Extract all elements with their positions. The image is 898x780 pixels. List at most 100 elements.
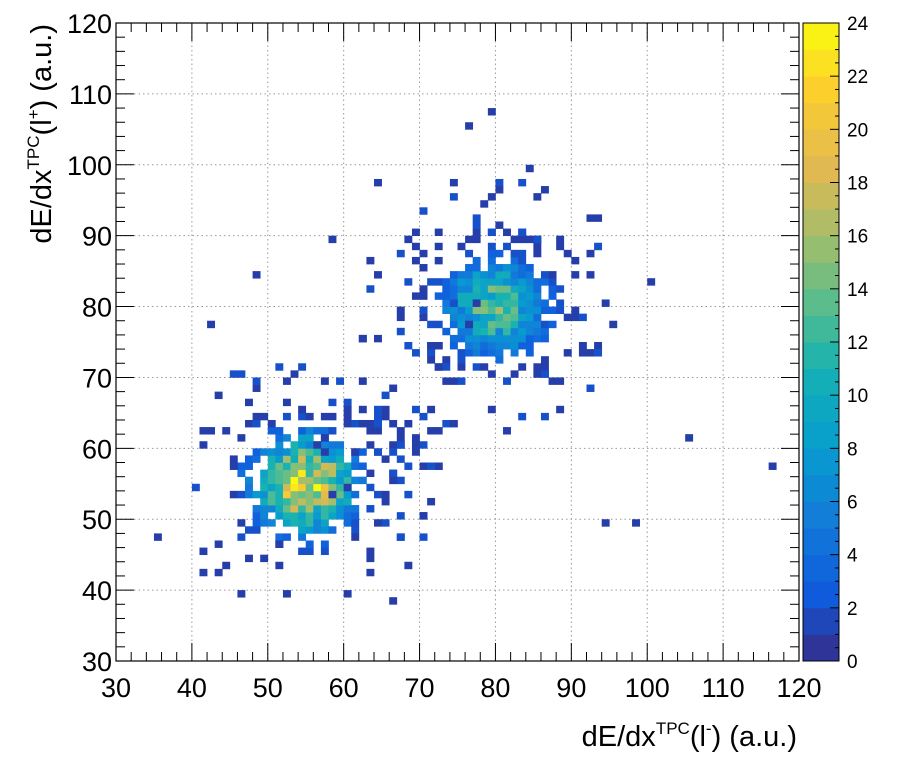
heatmap-cell (404, 490, 413, 499)
y-tick-label: 120 (67, 9, 112, 39)
heatmap-cell (419, 441, 428, 449)
heatmap-cell (305, 505, 314, 513)
heatmap-cell (487, 108, 496, 116)
heatmap-cell (518, 256, 527, 265)
heatmap-cell (480, 327, 489, 336)
heatmap-cell (487, 193, 496, 201)
heatmap-cell (434, 427, 443, 435)
heatmap-cell (457, 327, 466, 336)
heatmap-cell (328, 490, 337, 499)
heatmap-cell (578, 342, 587, 350)
heatmap-cell (343, 419, 352, 428)
heatmap-cell (320, 441, 329, 449)
heatmap-cell (374, 405, 382, 414)
heatmap-cell (313, 462, 322, 470)
heatmap-cell (533, 370, 542, 378)
heatmap-cell (419, 264, 428, 272)
heatmap-cell (298, 405, 307, 414)
heatmap-cell (351, 462, 360, 470)
heatmap-cell (449, 313, 458, 322)
heatmap-cell (396, 441, 405, 449)
heatmap-cell (518, 278, 527, 286)
heatmap-cell (548, 320, 557, 329)
heatmap-cell (449, 334, 458, 343)
heatmap-cell (442, 356, 451, 364)
heatmap-cell (419, 533, 428, 541)
heatmap-cell (480, 278, 489, 286)
heatmap-cell (472, 278, 481, 286)
color-scale-label: 8 (847, 439, 858, 460)
heatmap-cell (305, 455, 314, 463)
heatmap-cell (252, 526, 261, 534)
heatmap-cell (343, 412, 352, 421)
heatmap-cell (275, 490, 284, 499)
heatmap-cell (495, 327, 504, 336)
heatmap-cell (518, 412, 527, 421)
heatmap-cell (495, 178, 504, 187)
heatmap-cell (343, 476, 352, 485)
heatmap-cell (548, 292, 557, 300)
heatmap-cell (449, 193, 458, 201)
heatmap-cell (457, 349, 466, 357)
heatmap-cell (503, 242, 511, 251)
color-scale-label: 2 (847, 599, 858, 620)
heatmap-cell (586, 249, 595, 258)
heatmap-cell (298, 476, 307, 485)
heatmap-cell (556, 377, 565, 385)
heatmap-cell (229, 490, 238, 499)
heatmap-cell (320, 490, 329, 499)
heatmap-cell (540, 334, 549, 343)
color-scale-band (803, 102, 839, 130)
heatmap-cell (282, 469, 291, 478)
heatmap-cell (267, 483, 276, 492)
heatmap-cell (457, 285, 466, 293)
heatmap-cell (229, 462, 238, 470)
heatmap-cell (525, 278, 534, 286)
heatmap-cell (381, 412, 390, 421)
heatmap-cell (465, 285, 474, 293)
heatmap-cell (487, 278, 496, 286)
heatmap-cell (320, 547, 329, 556)
heatmap-cell (282, 490, 291, 499)
heatmap-cell (427, 342, 436, 350)
heatmap-cell (472, 306, 481, 314)
color-scale-label: 24 (847, 14, 869, 35)
heatmap-cell (540, 412, 549, 421)
heatmap-cell (336, 490, 345, 499)
heatmap-cell (571, 306, 580, 314)
heatmap-cell (374, 178, 382, 187)
heatmap-cell (601, 519, 610, 527)
heatmap-cell (457, 334, 466, 343)
heatmap-cell (518, 235, 527, 244)
heatmap-cell (518, 327, 527, 336)
heatmap-cell (252, 519, 261, 527)
heatmap-cell (548, 278, 557, 286)
heatmap-cell (305, 476, 314, 485)
heatmap-cell (351, 519, 360, 527)
heatmap-cell (472, 342, 481, 350)
heatmap-cell (396, 306, 405, 314)
heatmap-cell (503, 427, 511, 435)
heatmap-cell (245, 419, 253, 428)
heatmap-cell (275, 505, 284, 513)
heatmap-cell (465, 306, 474, 314)
heatmap-cell (396, 476, 405, 485)
heatmap-cell (290, 519, 299, 527)
heatmap-cell (465, 271, 474, 279)
heatmap-cell (305, 512, 314, 520)
heatmap-cell (336, 476, 345, 485)
heatmap-cell (465, 292, 474, 300)
heatmap-cell (282, 483, 291, 492)
heatmap-cell (442, 363, 451, 371)
heatmap-cell (495, 278, 504, 286)
heatmap-cell (510, 264, 519, 272)
color-scale-band (803, 474, 839, 502)
heatmap-cell (336, 448, 345, 456)
heatmap-cell (525, 164, 534, 173)
heatmap-cell (320, 427, 329, 435)
color-scale-band (803, 421, 839, 449)
heatmap-cell (472, 334, 481, 343)
x-tick-label: 70 (405, 673, 435, 703)
heatmap-cell (487, 306, 496, 314)
heatmap-cell (487, 285, 496, 293)
